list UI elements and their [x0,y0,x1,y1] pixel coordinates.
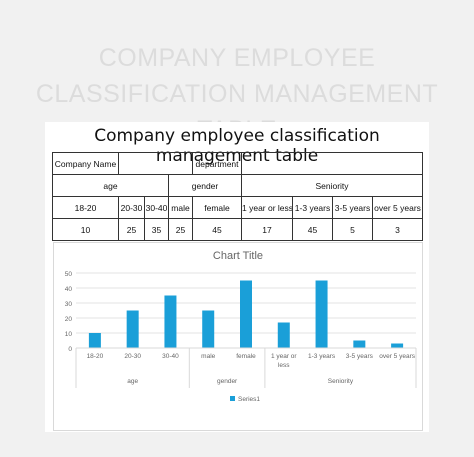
x-tick-label: 20-30 [124,353,141,360]
x-tick-label: 18-20 [87,353,104,360]
header-cell: over 5 years [372,196,424,219]
x-tick-label: less [278,362,290,369]
header-cell: 3-5 years [332,196,374,219]
spreadsheet-preview: Company employee classification manageme… [45,122,429,432]
bar [126,310,139,348]
header-cell: 1-3 years [292,196,334,219]
bar [315,280,328,348]
bar [164,295,177,348]
legend-label: Series1 [238,396,260,403]
group-label: age [127,378,138,385]
classification-table: Company Name department age gender Senio… [52,152,424,241]
bar [353,340,366,348]
x-tick-label: male [201,353,215,360]
value-cell[interactable]: 25 [118,218,145,241]
value-cell[interactable]: 35 [144,218,169,241]
table-row: age gender Seniority [52,174,424,197]
table-row: Company Name department [52,152,424,175]
value-cell[interactable]: 3 [372,218,424,241]
bar-chart: Chart Title 0 10 20 30 40 50 18-20 20-30 30-40 mal… [53,242,423,431]
bar [202,310,215,348]
x-tick-label: 30-40 [162,353,179,360]
bar [240,280,252,348]
y-tick-label: 30 [65,301,73,308]
header-cell: female [192,196,243,219]
table-row: 10 25 35 25 45 17 45 5 3 [52,218,424,241]
value-cell[interactable]: 5 [332,218,374,241]
header-cell: male [167,196,194,219]
y-tick-label: 40 [65,286,73,293]
bar [88,333,101,348]
chart-title: Chart Title [213,250,263,262]
bar [277,322,290,348]
y-tick-label: 10 [65,331,73,338]
header-cell: 30-40 [144,196,169,219]
y-tick-label: 50 [65,271,73,278]
department-label: department [192,152,243,175]
banner-line-1: COMPANY EMPLOYEE [98,44,376,72]
group-label: Seniority [328,378,354,385]
value-cell[interactable]: 45 [192,218,243,241]
y-tick-label: 20 [65,316,73,323]
bar [391,343,404,348]
value-cell[interactable]: 25 [167,218,194,241]
value-cell[interactable]: 45 [292,218,334,241]
x-tick-label: 1 year or [271,353,297,360]
group-label: gender [217,378,238,385]
page-banner: COMPANY EMPLOYEE CLASSIFICATION MANAGEME… [0,40,474,148]
group-age: age [52,174,169,197]
header-cell: 1 year or less [241,196,294,219]
banner-line-2: CLASSIFICATION MANAGEMENT TABLE [35,80,439,144]
chart-svg: Chart Title 0 10 20 30 40 50 18-20 20-30 30-40 mal… [65,250,417,403]
y-tick-label: 0 [68,346,72,353]
header-cell: 18-20 [52,196,119,219]
legend-swatch [230,396,235,401]
x-tick-label: 3-5 years [346,353,374,360]
x-tick-label: female [236,353,256,360]
x-tick-label: over 5 years [379,353,416,360]
x-tick-label: 1-3 years [308,353,336,360]
table-row: 18-20 20-30 30-40 male female 1 year or … [52,196,424,219]
header-cell: 20-30 [118,196,145,219]
value-cell[interactable]: 17 [241,218,294,241]
value-cell[interactable]: 10 [52,218,119,241]
company-name-label: Company Name [52,152,119,175]
group-seniority: Seniority [241,174,424,197]
company-name-cell[interactable] [117,152,194,175]
department-cell[interactable] [241,152,424,175]
group-gender: gender [167,174,243,197]
